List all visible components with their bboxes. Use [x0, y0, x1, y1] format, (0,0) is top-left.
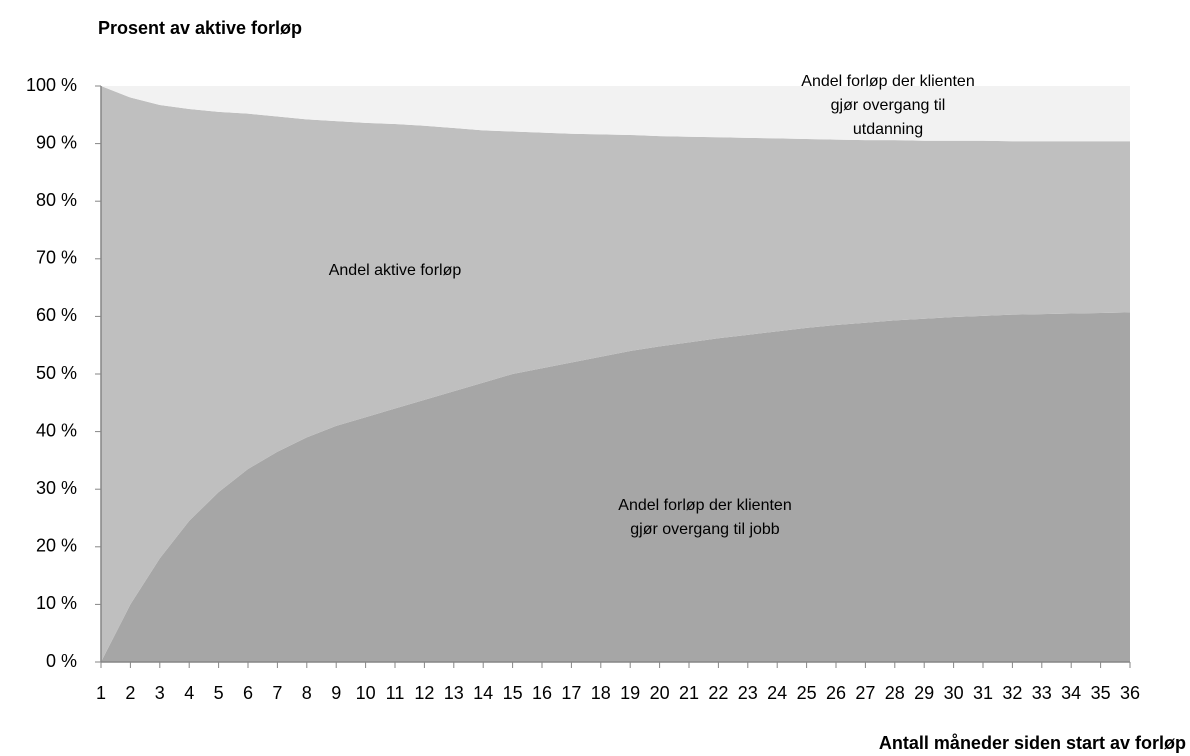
area	[101, 86, 1130, 142]
x-tick-label: 33	[1032, 683, 1052, 703]
y-tick-label: 20 %	[36, 536, 77, 556]
y-tick-label: 80 %	[36, 190, 77, 210]
y-tick-label: 90 %	[36, 132, 77, 152]
x-tick-label: 30	[944, 683, 964, 703]
y-tick-label: 10 %	[36, 593, 77, 613]
y-tick-label: 40 %	[36, 420, 77, 440]
x-tick-label: 11	[386, 683, 405, 703]
x-tick-label: 18	[591, 683, 611, 703]
y-tick-label: 100 %	[26, 75, 77, 95]
x-tick-label: 22	[708, 683, 728, 703]
y-tick-label: 30 %	[36, 478, 77, 498]
x-tick-label: 34	[1061, 683, 1081, 703]
x-tick-label: 25	[797, 683, 817, 703]
series-label: Andel forløp der klienten gjør overgang …	[801, 73, 975, 138]
series-label-box: Andel forløp der klienten gjør overgang …	[801, 73, 975, 138]
x-tick-label: 4	[184, 683, 194, 703]
x-tick-label: 27	[855, 683, 875, 703]
x-tick-label: 13	[444, 683, 464, 703]
x-tick-label: 16	[532, 683, 552, 703]
x-tick-label: 24	[767, 683, 787, 703]
area	[101, 86, 1130, 662]
series-label-box: Andel aktive forløp	[328, 262, 462, 279]
x-tick-label: 8	[302, 683, 312, 703]
x-tick-label: 15	[503, 683, 523, 703]
x-tick-label: 35	[1091, 683, 1111, 703]
x-tick-label: 26	[826, 683, 846, 703]
x-tick-label: 21	[679, 683, 699, 703]
y-tick-label: 50 %	[36, 363, 77, 383]
y-tick-label: 70 %	[36, 248, 77, 268]
x-tick-label: 10	[356, 683, 376, 703]
x-tick-label: 3	[155, 683, 165, 703]
x-tick-label: 5	[214, 683, 224, 703]
x-tick-label: 7	[272, 683, 282, 703]
x-tick-label: 17	[561, 683, 581, 703]
y-tick-label: 0 %	[46, 651, 77, 671]
y-axis-title-box: Prosent av aktive forløp	[97, 18, 303, 38]
x-tick-label: 19	[620, 683, 640, 703]
series-label-box: Andel forløp der klienten gjør overgang …	[618, 497, 792, 538]
x-tick-label: 2	[125, 683, 135, 703]
y-axis-title: Prosent av aktive forløp	[97, 18, 303, 38]
y-tick-label: 60 %	[36, 305, 77, 325]
x-tick-label: 31	[973, 683, 993, 703]
area	[101, 312, 1130, 662]
series-label: Andel forløp der klienten gjør overgang …	[618, 497, 792, 538]
x-tick-label: 28	[885, 683, 905, 703]
x-tick-label: 23	[738, 683, 758, 703]
x-tick-label: 9	[331, 683, 341, 703]
x-tick-label: 29	[914, 683, 934, 703]
x-axis-title: Antall måneder siden start av forløp	[879, 733, 1186, 753]
x-tick-label: 12	[414, 683, 434, 703]
x-tick-label: 6	[243, 683, 253, 703]
x-tick-label: 14	[473, 683, 493, 703]
x-tick-label: 1	[96, 683, 106, 703]
x-tick-label: 20	[650, 683, 670, 703]
x-tick-label: 36	[1120, 683, 1140, 703]
series-label: Andel aktive forløp	[328, 262, 462, 279]
x-tick-label: 32	[1002, 683, 1022, 703]
